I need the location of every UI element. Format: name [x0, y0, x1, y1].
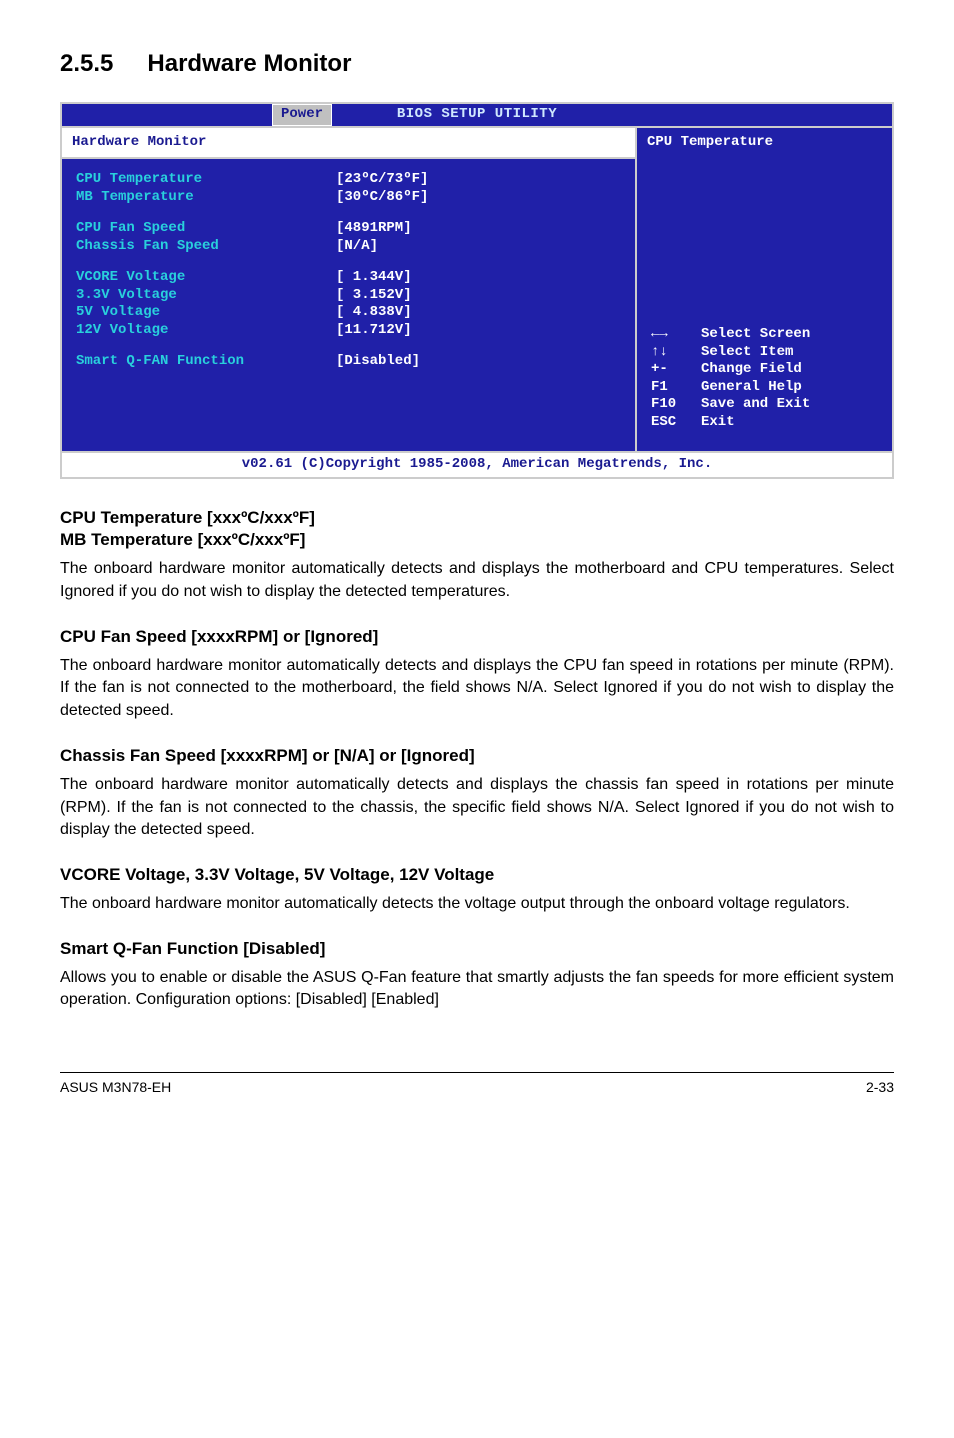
bios-nav-key: ←→: [651, 326, 701, 344]
bios-tab-power: Power: [272, 104, 332, 126]
bios-panel-title-right: CPU Temperature: [637, 126, 892, 160]
section-number: 2.5.5: [60, 50, 113, 78]
bios-nav-text: General Help: [701, 379, 802, 397]
manual-paragraph: The onboard hardware monitor automatical…: [60, 655, 894, 723]
bios-setting-row: 3.3V Voltage[ 3.152V]: [76, 287, 621, 305]
bios-nav-key: +-: [651, 361, 701, 379]
manual-subheading: CPU Fan Speed [xxxxRPM] or [Ignored]: [60, 626, 894, 649]
bios-setting-label: 3.3V Voltage: [76, 287, 336, 305]
bios-setting-row: MB Temperature[30ºC/86ºF]: [76, 189, 621, 207]
bios-setting-value: [N/A]: [336, 238, 378, 256]
bios-setting-label: VCORE Voltage: [76, 269, 336, 287]
bios-nav-key: ESC: [651, 414, 701, 432]
bios-nav-key: F1: [651, 379, 701, 397]
manual-subheading: Chassis Fan Speed [xxxxRPM] or [N/A] or …: [60, 745, 894, 768]
bios-setting-row: 5V Voltage[ 4.838V]: [76, 304, 621, 322]
bios-screenshot: BIOS SETUP UTILITY Power Hardware Monito…: [60, 102, 894, 479]
bios-nav-text: Select Screen: [701, 326, 810, 344]
manual-subheading: VCORE Voltage, 3.3V Voltage, 5V Voltage,…: [60, 864, 894, 887]
bios-nav-text: Save and Exit: [701, 396, 810, 414]
bios-setting-label: 12V Voltage: [76, 322, 336, 340]
bios-setting-label: CPU Fan Speed: [76, 220, 336, 238]
bios-setting-label: Chassis Fan Speed: [76, 238, 336, 256]
bios-right-panel: ←→Select Screen↑↓Select Item+-Change Fie…: [637, 159, 892, 451]
bios-setting-label: CPU Temperature: [76, 171, 336, 189]
bios-setting-row: 12V Voltage[11.712V]: [76, 322, 621, 340]
bios-setting-label: 5V Voltage: [76, 304, 336, 322]
bios-setting-value: [ 4.838V]: [336, 304, 412, 322]
manual-subheading: Smart Q-Fan Function [Disabled]: [60, 938, 894, 961]
bios-top-bar: BIOS SETUP UTILITY Power: [62, 104, 892, 126]
footer-page-number: 2-33: [866, 1079, 894, 1095]
bios-nav-key: ↑↓: [651, 344, 701, 362]
bios-setting-label: Smart Q-FAN Function: [76, 353, 336, 371]
manual-paragraph: Allows you to enable or disable the ASUS…: [60, 967, 894, 1012]
bios-nav-text: Select Item: [701, 344, 793, 362]
bios-setting-row: Chassis Fan Speed[N/A]: [76, 238, 621, 256]
bios-nav-key: F10: [651, 396, 701, 414]
bios-left-panel: CPU Temperature[23ºC/73ºF]MB Temperature…: [62, 159, 637, 451]
bios-utility-title: BIOS SETUP UTILITY: [62, 106, 892, 124]
bios-setting-row: CPU Temperature[23ºC/73ºF]: [76, 171, 621, 189]
bios-setting-value: [ 3.152V]: [336, 287, 412, 305]
manual-paragraph: The onboard hardware monitor automatical…: [60, 558, 894, 603]
bios-nav-text: Change Field: [701, 361, 802, 379]
bios-setting-value: [4891RPM]: [336, 220, 412, 238]
bios-nav-row: ESCExit: [651, 414, 878, 432]
bios-setting-row: Smart Q-FAN Function[Disabled]: [76, 353, 621, 371]
manual-subheading: CPU Temperature [xxxºC/xxxºF]MB Temperat…: [60, 507, 894, 553]
bios-setting-value: [30ºC/86ºF]: [336, 189, 428, 207]
bios-nav-row: F1General Help: [651, 379, 878, 397]
bios-setting-row: CPU Fan Speed[4891RPM]: [76, 220, 621, 238]
bios-setting-value: [ 1.344V]: [336, 269, 412, 287]
bios-panel-title-left: Hardware Monitor: [62, 126, 637, 160]
bios-nav-text: Exit: [701, 414, 735, 432]
footer-model: ASUS M3N78-EH: [60, 1079, 171, 1095]
section-title-text: Hardware Monitor: [147, 50, 351, 77]
bios-nav-row: ↑↓Select Item: [651, 344, 878, 362]
bios-setting-value: [Disabled]: [336, 353, 420, 371]
bios-copyright-footer: v02.61 (C)Copyright 1985-2008, American …: [62, 451, 892, 477]
bios-nav-help: ←→Select Screen↑↓Select Item+-Change Fie…: [651, 326, 878, 431]
bios-nav-row: ←→Select Screen: [651, 326, 878, 344]
bios-setting-value: [11.712V]: [336, 322, 412, 340]
section-heading: 2.5.5 Hardware Monitor: [60, 50, 894, 78]
bios-setting-label: MB Temperature: [76, 189, 336, 207]
page-footer: ASUS M3N78-EH 2-33: [60, 1072, 894, 1095]
manual-paragraph: The onboard hardware monitor automatical…: [60, 774, 894, 842]
bios-nav-row: F10Save and Exit: [651, 396, 878, 414]
bios-nav-row: +-Change Field: [651, 361, 878, 379]
bios-setting-row: VCORE Voltage[ 1.344V]: [76, 269, 621, 287]
bios-setting-value: [23ºC/73ºF]: [336, 171, 428, 189]
manual-paragraph: The onboard hardware monitor automatical…: [60, 893, 894, 916]
